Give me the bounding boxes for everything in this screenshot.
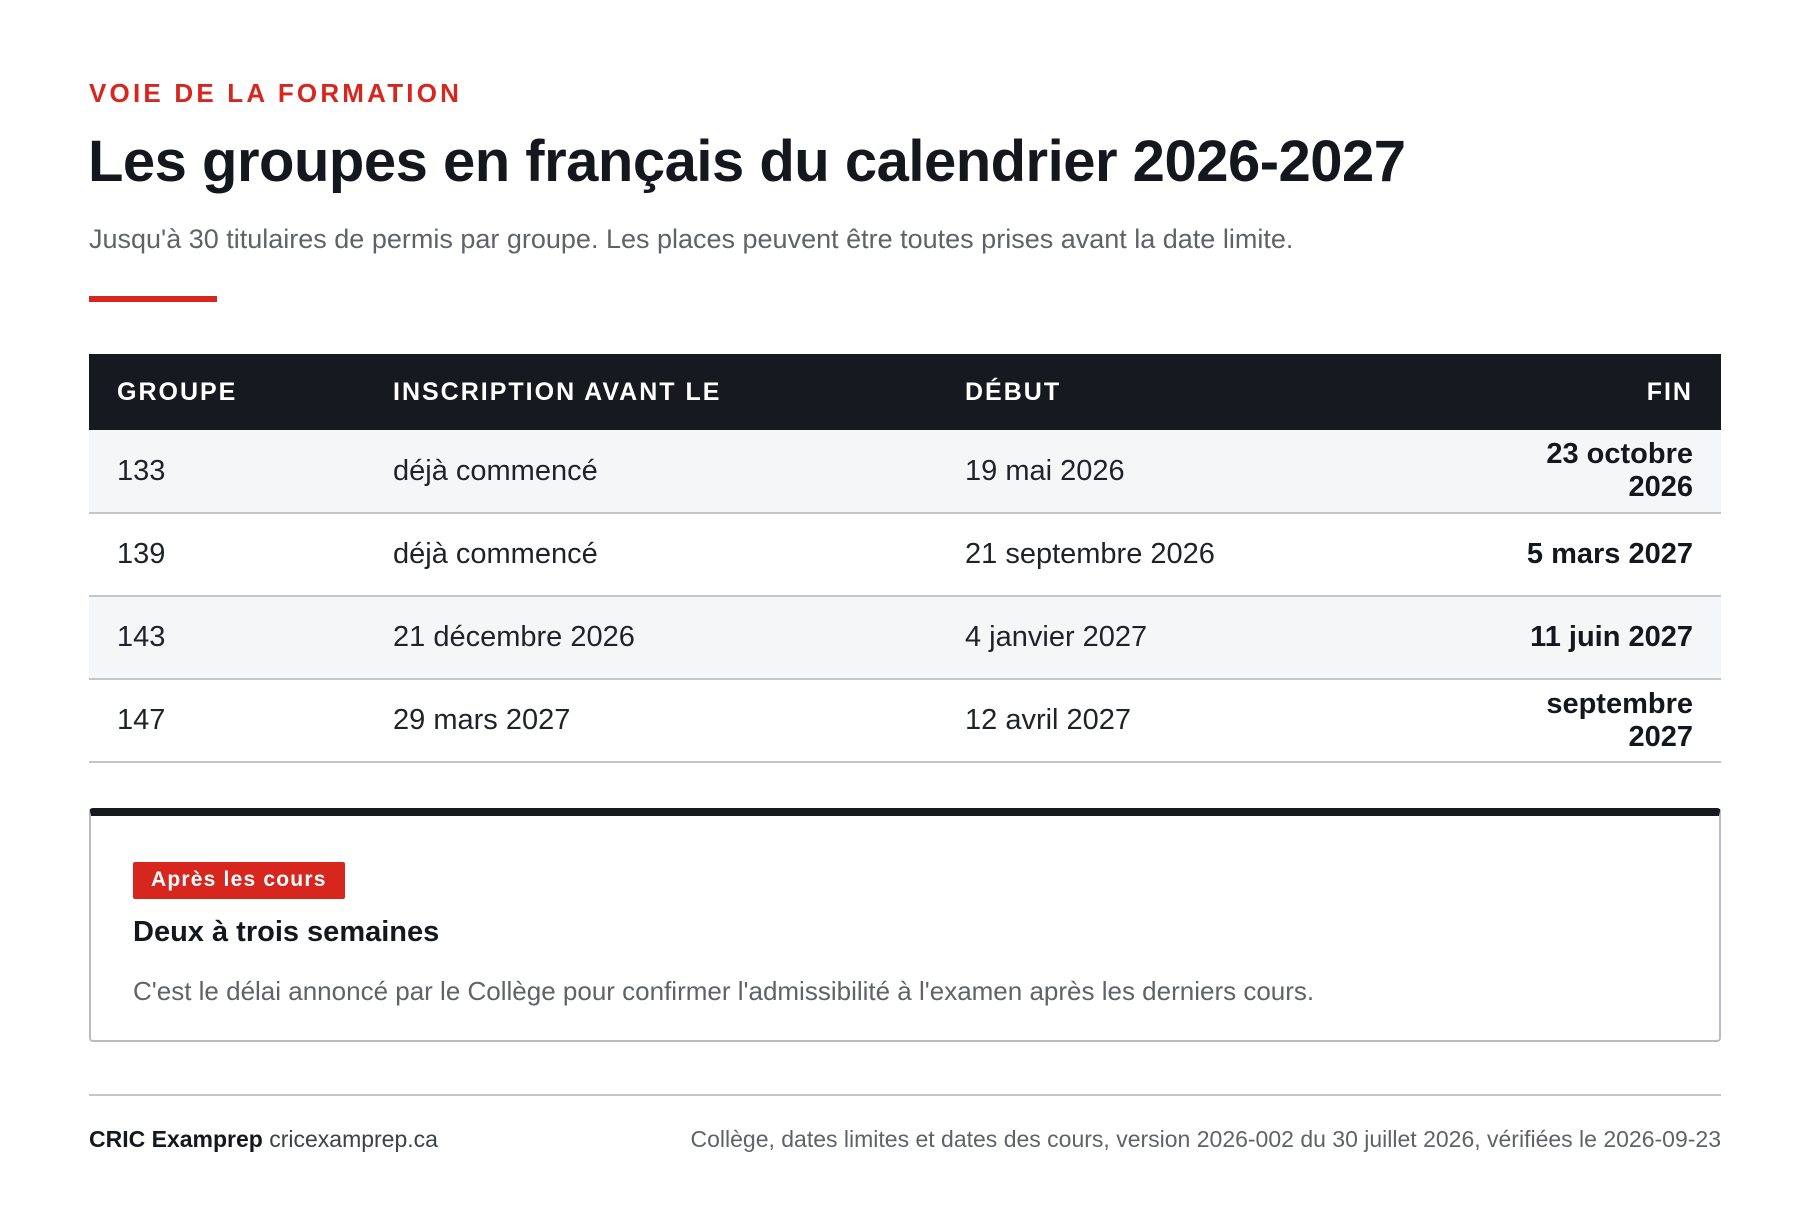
cell-fin: 23 octobre 2026 — [1546, 438, 1693, 503]
cell-inscription: déjà commencé — [393, 538, 598, 570]
table-header: Groupe Inscription avant le Début Fin — [89, 354, 1721, 430]
footer-site: cricexamprep.ca — [269, 1126, 438, 1152]
page-subtitle: Jusqu'à 30 titulaires de permis par grou… — [89, 224, 1294, 254]
section-eyebrow: Voie de la formation — [89, 78, 463, 108]
table-row: 133 déjà commencé 19 mai 2026 23 octobre… — [89, 430, 1721, 513]
cell-debut: 21 septembre 2026 — [965, 538, 1215, 570]
cell-inscription: 21 décembre 2026 — [393, 621, 635, 653]
cell-fin: 11 juin 2027 — [1530, 621, 1693, 653]
cell-fin: septembre 2027 — [1546, 687, 1693, 753]
cell-fin: 5 mars 2027 — [1526, 538, 1693, 570]
table-body: 133 déjà commencé 19 mai 2026 23 octobre… — [89, 430, 1721, 762]
cell-inscription: déjà commencé — [393, 454, 598, 487]
cell-debut: 4 janvier 2027 — [965, 621, 1148, 653]
footer-brand-block: CRIC Examprep cricexamprep.ca — [89, 1126, 438, 1153]
note-badge: Après les cours — [133, 862, 345, 899]
accent-divider — [89, 296, 217, 302]
table-row: 143 21 décembre 2026 4 janvier 2027 11 j… — [89, 596, 1721, 679]
footer-source: Collège, dates limites et dates des cour… — [690, 1126, 1721, 1152]
column-header-inscription: Inscription avant le — [393, 377, 722, 406]
schedule-table: Groupe Inscription avant le Début Fin 13… — [89, 354, 1721, 763]
column-header-fin: Fin — [1646, 377, 1693, 406]
note-card: Après les cours Deux à trois semaines C'… — [89, 808, 1721, 1042]
note-text: C'est le délai annoncé par le Collège po… — [133, 976, 1315, 1006]
column-header-debut: Début — [965, 377, 1062, 406]
cell-groupe: 133 — [117, 454, 166, 487]
cell-groupe: 147 — [117, 704, 166, 736]
table-header-row: Groupe Inscription avant le Début Fin — [89, 354, 1721, 430]
page-title: Les groupes en français du calendrier 20… — [88, 129, 1406, 194]
table-row: 139 déjà commencé 21 septembre 2026 5 ma… — [89, 513, 1721, 596]
footer-divider — [89, 1094, 1721, 1096]
column-header-groupe: Groupe — [117, 377, 238, 406]
cell-debut: 12 avril 2027 — [965, 704, 1132, 736]
cell-groupe: 139 — [117, 538, 166, 570]
cell-debut: 19 mai 2026 — [965, 454, 1125, 487]
note-heading: Deux à trois semaines — [133, 916, 440, 948]
cell-inscription: 29 mars 2027 — [393, 704, 571, 736]
footer-brand: CRIC Examprep — [89, 1126, 263, 1152]
table-row: 147 29 mars 2027 12 avril 2027 septembre… — [89, 679, 1721, 762]
cell-groupe: 143 — [117, 621, 166, 653]
